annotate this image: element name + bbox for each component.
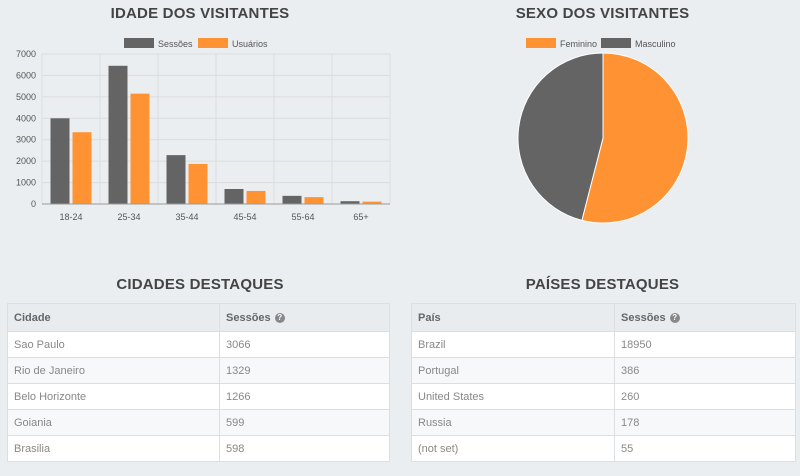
y-tick-label: 4000 <box>16 113 36 123</box>
table-row: Brasilia 598 <box>7 435 390 462</box>
sessions-column-header[interactable]: Sessões? <box>614 303 796 332</box>
legend-swatch <box>526 38 556 48</box>
x-tick-label: 45-54 <box>233 212 256 222</box>
city-name: Goiania <box>7 409 220 436</box>
gender-pie-chart: Feminino Masculino <box>517 38 689 224</box>
help-icon[interactable]: ? <box>669 312 680 323</box>
bar <box>50 118 70 204</box>
legend-swatch <box>601 38 631 48</box>
table-row: (not set) 55 <box>411 435 796 462</box>
country-sessions: 260 <box>614 383 796 410</box>
city-column-header[interactable]: Cidade <box>7 303 220 332</box>
x-tick-label: 55-64 <box>291 212 314 222</box>
x-tick-label: 18-24 <box>59 212 82 222</box>
table-row: Russia 178 <box>411 409 796 436</box>
x-tick-label: 35-44 <box>175 212 198 222</box>
legend-swatch <box>124 38 154 48</box>
cities-title: CIDADES DESTAQUES <box>116 276 284 293</box>
country-name: United States <box>411 383 615 410</box>
table-header-row: Cidade Sessões? <box>7 303 390 332</box>
country-name: Russia <box>411 409 615 436</box>
city-sessions: 3066 <box>219 331 390 358</box>
legend-label: Usuários <box>232 39 268 49</box>
bar <box>130 93 150 204</box>
city-sessions: 598 <box>219 435 390 462</box>
x-tick-label: 65+ <box>353 212 368 222</box>
legend-label: Feminino <box>560 39 597 49</box>
y-tick-label: 0 <box>31 199 36 209</box>
pie-slice <box>581 52 689 224</box>
country-column-header[interactable]: País <box>411 303 615 332</box>
country-name: Brazil <box>411 331 615 358</box>
city-name: Sao Paulo <box>7 331 220 358</box>
country-name: Portugal <box>411 357 615 384</box>
table-header-row: País Sessões? <box>411 303 796 332</box>
countries-title: PAÍSES DESTAQUES <box>525 276 680 293</box>
country-sessions: 386 <box>614 357 796 384</box>
gender-chart-title: SEXO DOS VISITANTES <box>515 5 690 22</box>
y-tick-label: 1000 <box>16 178 36 188</box>
legend-label: Sessões <box>158 39 193 49</box>
x-tick-label: 25-34 <box>117 212 140 222</box>
table-row: Sao Paulo 3066 <box>7 331 390 358</box>
country-sessions: 178 <box>614 409 796 436</box>
country-sessions: 55 <box>614 435 796 462</box>
legend-swatch <box>198 38 228 48</box>
bar <box>362 201 382 204</box>
help-icon[interactable]: ? <box>274 312 285 323</box>
legend-label: Masculino <box>635 39 676 49</box>
city-sessions: 1266 <box>219 383 390 410</box>
bar <box>166 155 186 204</box>
city-name: Brasilia <box>7 435 220 462</box>
y-tick-label: 5000 <box>16 92 36 102</box>
bar <box>282 195 302 204</box>
bar <box>188 163 208 204</box>
bar <box>340 201 360 204</box>
countries-table: País Sessões? Brazil 18950 Portugal 386 Un… <box>411 303 796 462</box>
country-name: (not set) <box>411 435 615 462</box>
bar <box>224 189 244 204</box>
table-row: Belo Horizonte 1266 <box>7 383 390 410</box>
y-tick-label: 7000 <box>16 49 36 59</box>
table-row: Brazil 18950 <box>411 331 796 358</box>
bar <box>108 65 128 205</box>
y-tick-label: 2000 <box>16 156 36 166</box>
table-row: United States 260 <box>411 383 796 410</box>
city-sessions: 1329 <box>219 357 390 384</box>
bar <box>304 197 324 204</box>
city-name: Rio de Janeiro <box>7 357 220 384</box>
table-row: Goiania 599 <box>7 409 390 436</box>
city-sessions: 599 <box>219 409 390 436</box>
city-name: Belo Horizonte <box>7 383 220 410</box>
pie-slice <box>517 52 604 221</box>
age-chart-title: IDADE DOS VISITANTES <box>110 5 290 22</box>
sessions-column-header[interactable]: Sessões? <box>219 303 390 332</box>
age-bar-chart: Sessões Usuários 0 1000 2000 3000 4000 5000 6000… <box>16 38 391 222</box>
y-tick-label: 6000 <box>16 70 36 80</box>
bar <box>72 132 92 204</box>
country-sessions: 18950 <box>614 331 796 358</box>
cities-table: Cidade Sessões? Sao Paulo 3066 Rio de Jan… <box>7 303 390 462</box>
y-tick-label: 3000 <box>16 135 36 145</box>
table-row: Rio de Janeiro 1329 <box>7 357 390 384</box>
table-row: Portugal 386 <box>411 357 796 384</box>
bar <box>246 190 266 204</box>
